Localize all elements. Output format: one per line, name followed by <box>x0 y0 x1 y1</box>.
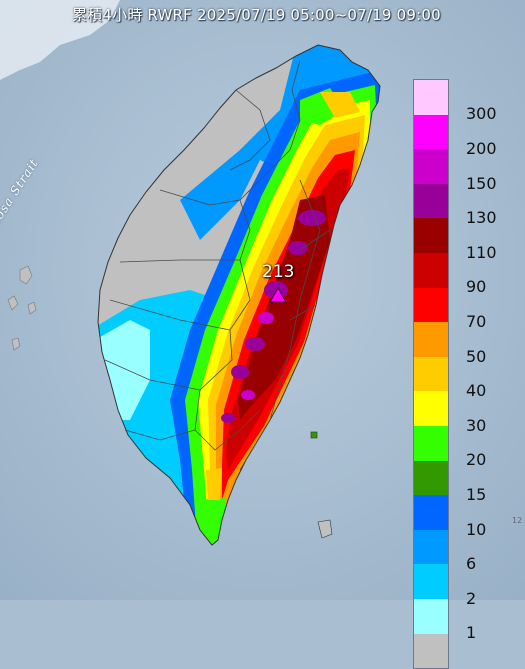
legend-swatch-130 <box>414 183 448 219</box>
legend-label-70: 70 <box>466 311 487 331</box>
corner-text: 12 <box>512 516 523 525</box>
max-value-label: 213 <box>262 262 295 282</box>
legend-label-15: 15 <box>466 484 487 504</box>
legend-label-30: 30 <box>466 415 487 435</box>
penghu-islands <box>7 265 37 351</box>
county-borders <box>104 59 331 471</box>
legend-swatch-6 <box>414 529 448 565</box>
legend-label-6: 6 <box>466 554 477 574</box>
legend-swatch-20 <box>414 425 448 461</box>
legend-swatch-200 <box>414 114 448 150</box>
legend-label-40: 40 <box>466 381 487 401</box>
taiwan-coastline <box>97 44 381 546</box>
china-coast <box>0 0 120 80</box>
legend-label-20: 20 <box>466 450 487 470</box>
legend-label-130: 130 <box>466 208 497 228</box>
legend-swatch-none <box>414 633 448 669</box>
legend-label-200: 200 <box>466 138 497 158</box>
legend-swatch-1 <box>414 598 448 634</box>
legend-label-150: 150 <box>466 173 497 193</box>
legend-swatch-10 <box>414 495 448 530</box>
legend-swatch-300 <box>414 80 448 115</box>
legend-swatch-70 <box>414 287 448 323</box>
legend-swatch-90 <box>414 252 448 288</box>
legend-swatch-2 <box>414 564 448 599</box>
legend-label-50: 50 <box>466 346 487 366</box>
rainfall-legend <box>413 79 449 669</box>
max-location-icon <box>269 286 287 303</box>
offshore-islands <box>310 431 333 539</box>
legend-label-1: 1 <box>466 623 477 643</box>
legend-swatch-40 <box>414 356 448 392</box>
legend-label-10: 10 <box>466 519 487 539</box>
legend-swatch-150 <box>414 149 448 184</box>
legend-swatch-30 <box>414 391 448 426</box>
legend-swatch-110 <box>414 218 448 253</box>
map-title: 累積4小時 RWRF 2025/07/19 05:00~07/19 09:00 <box>72 6 441 24</box>
legend-swatch-15 <box>414 460 448 496</box>
legend-label-300: 300 <box>466 104 497 124</box>
legend-label-2: 2 <box>466 588 477 608</box>
legend-label-90: 90 <box>466 277 487 297</box>
legend-label-110: 110 <box>466 242 497 262</box>
legend-swatch-50 <box>414 322 448 357</box>
